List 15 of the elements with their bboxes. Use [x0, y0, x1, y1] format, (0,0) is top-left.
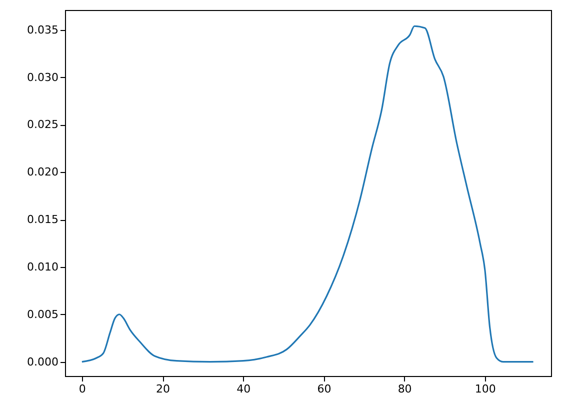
y-tick-label: 0.030: [27, 70, 58, 84]
y-tick-label: 0.010: [27, 260, 58, 274]
y-tick-label: 0.020: [27, 166, 58, 179]
x-tick-label: 0: [78, 382, 86, 396]
line-series: [81, 25, 534, 363]
y-tick-label: 0.005: [27, 308, 58, 321]
y-tick-label: 0.025: [27, 118, 58, 132]
y-tick-label: 0.035: [27, 23, 58, 36]
x-tick-label: 80: [398, 382, 412, 396]
x-tick-label: 100: [474, 382, 496, 396]
x-tick-label: 40: [236, 382, 251, 396]
y-tick-label: 0.015: [27, 213, 58, 226]
y-tick-label: 0.000: [27, 355, 58, 368]
x-tick-label: 60: [317, 382, 332, 396]
x-tick-label: 20: [156, 382, 170, 396]
